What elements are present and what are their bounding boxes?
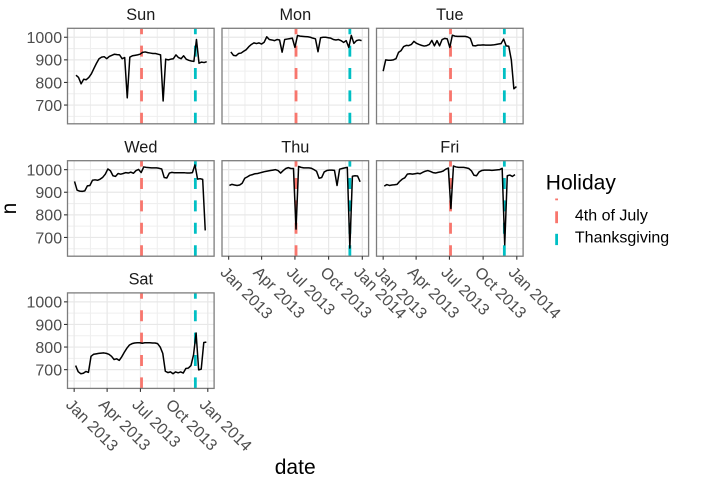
svg-text:Sun: Sun (126, 6, 155, 24)
svg-text:800: 800 (35, 208, 62, 225)
svg-text:Tue: Tue (436, 6, 463, 24)
svg-text:1000: 1000 (27, 30, 63, 47)
svg-text:date: date (275, 456, 316, 479)
svg-text:1000: 1000 (27, 295, 63, 312)
svg-text:Holiday: Holiday (546, 172, 617, 195)
svg-text:900: 900 (35, 53, 62, 70)
svg-text:700: 700 (35, 362, 62, 379)
svg-text:900: 900 (35, 185, 62, 202)
svg-text:Mon: Mon (279, 6, 311, 24)
svg-text:1000: 1000 (27, 162, 63, 179)
svg-text:800: 800 (35, 340, 62, 357)
svg-text:4th of July: 4th of July (575, 207, 648, 224)
svg-text:Wed: Wed (124, 139, 157, 157)
svg-text:Sat: Sat (129, 271, 154, 289)
svg-text:Thu: Thu (281, 139, 309, 157)
svg-text:700: 700 (35, 230, 62, 247)
svg-text:900: 900 (35, 317, 62, 334)
svg-text:800: 800 (35, 75, 62, 92)
svg-text:700: 700 (35, 98, 62, 115)
svg-text:Fri: Fri (440, 139, 459, 157)
svg-text:n: n (0, 203, 21, 215)
svg-text:Thanksgiving: Thanksgiving (575, 229, 669, 246)
